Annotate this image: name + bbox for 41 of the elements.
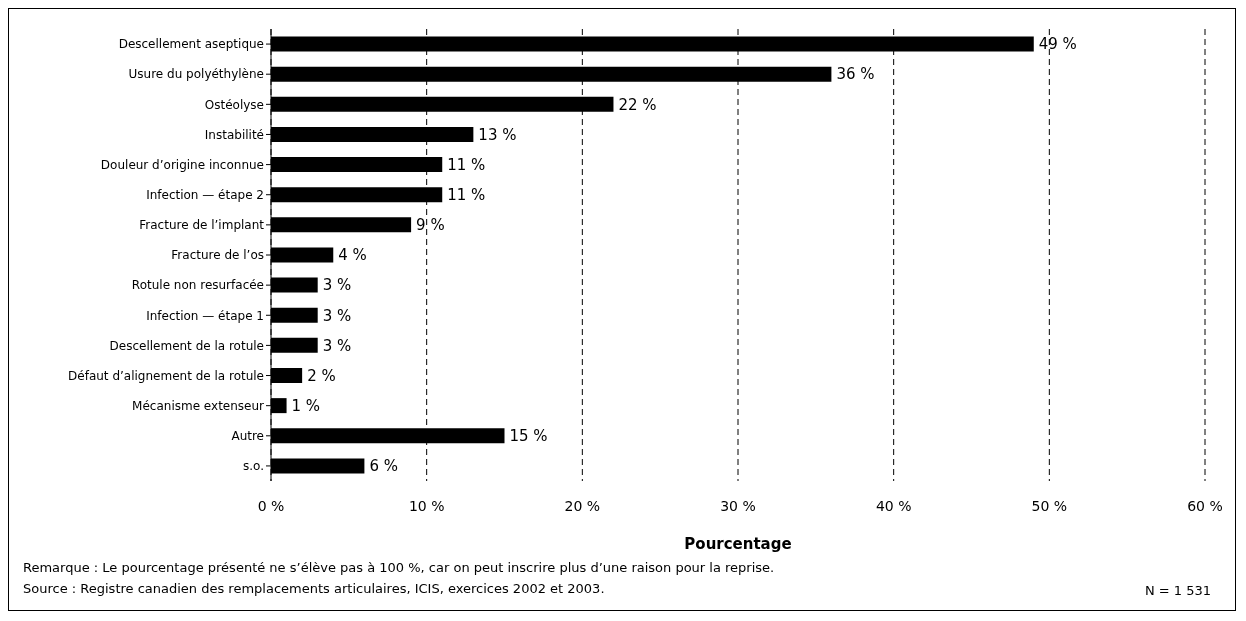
data-label: 3 % [322, 306, 352, 325]
data-label: 6 % [369, 457, 398, 476]
y-tick-label: Fracture de l’os [171, 248, 264, 263]
x-tick-label: 0 % [257, 497, 285, 514]
data-label: 11 % [447, 186, 486, 205]
data-label: 1 % [291, 396, 321, 415]
y-tick-label: Autre [231, 429, 264, 444]
y-tick-label: Douleur d’origine inconnue [100, 157, 264, 172]
data-label: 36 % [836, 65, 875, 84]
text: N = 1 531 [1144, 583, 1211, 598]
x-tick-label: 60 % [1187, 497, 1223, 514]
x-axis-title: Pourcentage [684, 535, 792, 553]
y-tick-label: Descellement de la rotule [109, 338, 264, 353]
y-tick-label: Instabilité [204, 127, 264, 142]
x-tick-label: 20 % [564, 497, 601, 514]
data-label: 3 % [322, 276, 352, 295]
data-label: 13 % [478, 125, 517, 144]
x-tick-label: 10 % [408, 497, 445, 514]
data-label: 3 % [322, 336, 352, 355]
data-label: 9 % [416, 216, 445, 235]
y-tick-label: Ostéolyse [204, 97, 264, 112]
data-label: 15 % [509, 427, 548, 446]
y-tick-label: Infection — étape 2 [146, 187, 264, 202]
y-tick-label: Descellement aseptique [118, 37, 264, 52]
data-label: 2 % [307, 366, 336, 385]
y-tick-label: Défaut d’alignement de la rotule [68, 368, 264, 383]
y-tick-label: Mécanisme extenseur [132, 398, 265, 413]
text: Remarque : Le pourcentage présenté ne s’élève pas à 100 %, car on peut inscrire plus d’une raison pour la reprise. [23, 559, 776, 577]
x-tick-label: 50 % [1031, 497, 1068, 514]
y-tick-label: Rotule non resurfacée [131, 278, 264, 293]
data-label: 49 % [1038, 35, 1077, 54]
data-label: 22 % [618, 95, 657, 114]
x-tick-label: 30 % [720, 497, 756, 514]
data-label: 11 % [447, 155, 486, 174]
source-note: Source : Registre canadien des remplacements articulaires, ICIS, exercices 2002 et 2003. [23, 581, 605, 596]
data-label: 4 % [338, 246, 367, 265]
y-tick-label: Fracture de l’implant [139, 218, 265, 233]
y-tick-label: Infection — étape 1 [146, 308, 264, 323]
y-tick-label: Usure du polyéthylène [128, 67, 264, 82]
x-tick-label: 40 % [875, 497, 912, 514]
y-tick-label: s.o. [242, 459, 264, 474]
